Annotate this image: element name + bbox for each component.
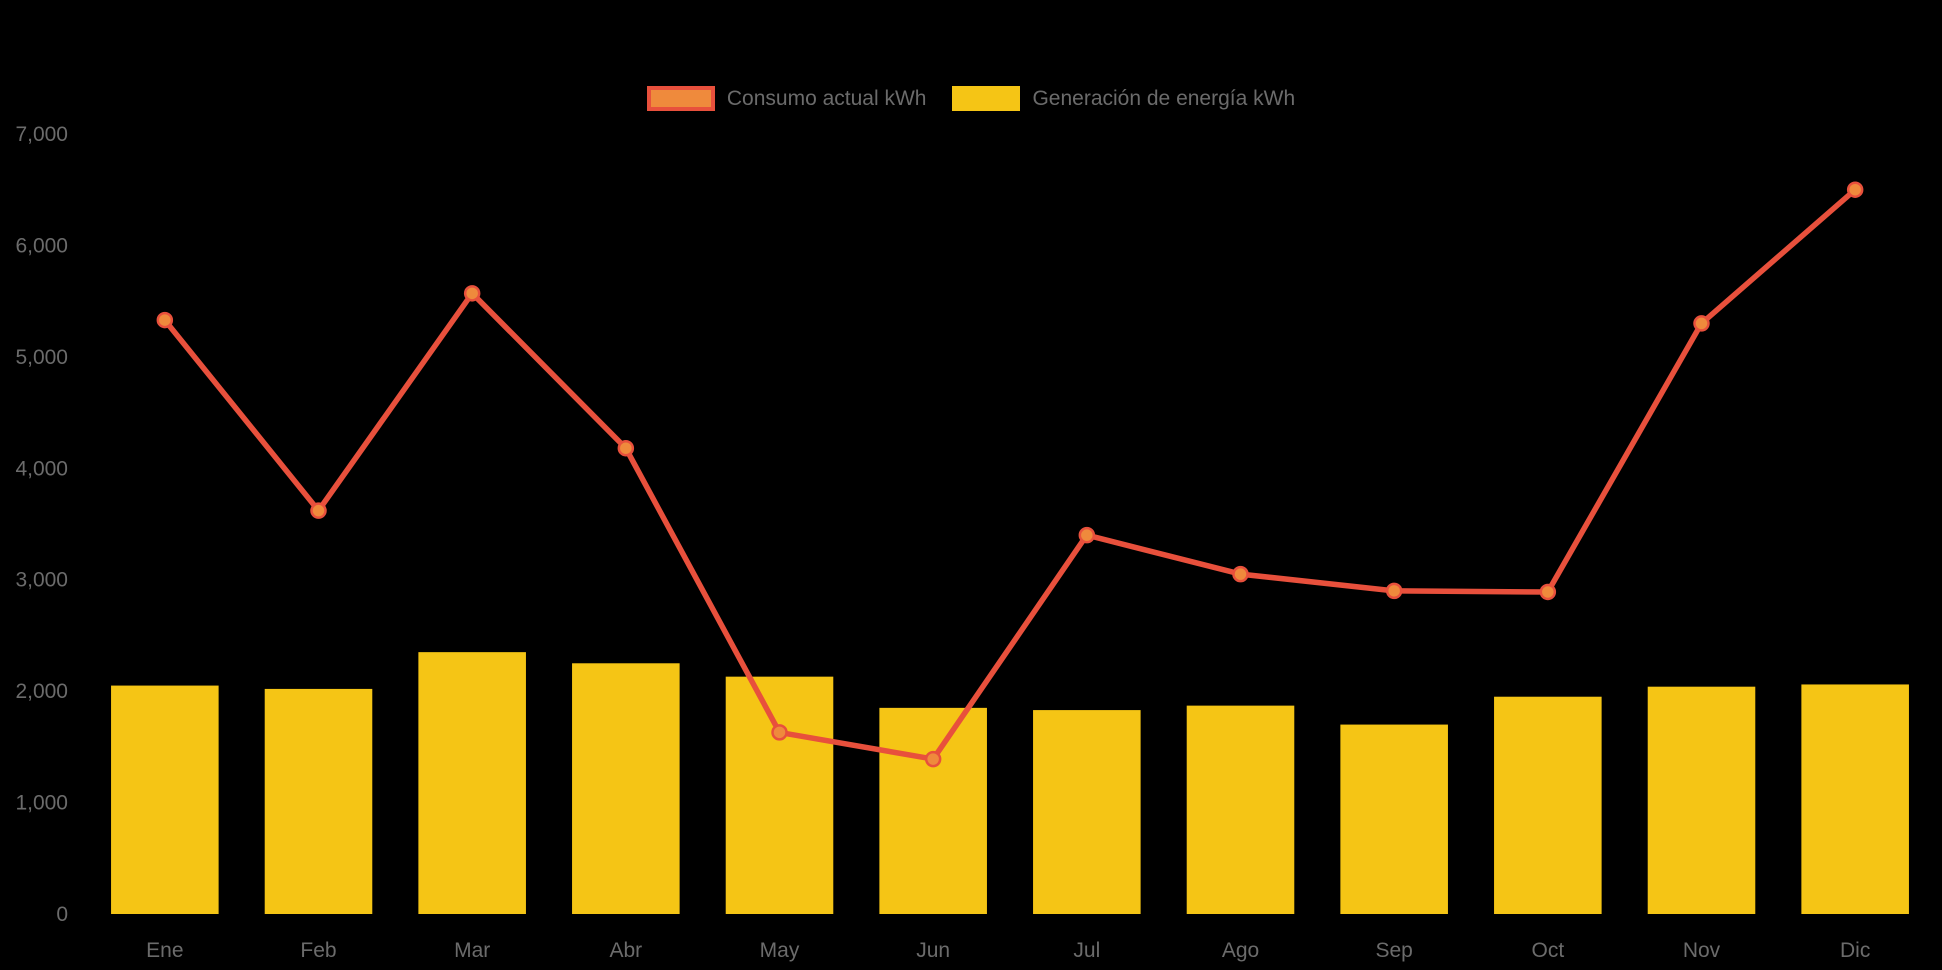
legend-swatch-generacion (952, 86, 1021, 111)
bar-jul[interactable] (1033, 710, 1141, 914)
x-axis-label-sep: Sep (1375, 939, 1412, 962)
bar-jun[interactable] (879, 707, 987, 914)
line-point-dic[interactable] (1846, 181, 1864, 198)
x-axis-label-abr: Abr (609, 939, 642, 962)
chart-legend: Consumo actual kWh Generación de energía… (0, 86, 1942, 111)
x-axis-label-nov: Nov (1683, 939, 1721, 962)
y-axis-label: 6,000 (15, 234, 68, 257)
bar-ene[interactable] (111, 685, 219, 914)
y-axis-label: 7,000 (15, 123, 68, 146)
bar-nov[interactable] (1647, 686, 1756, 914)
x-axis-label-jun: Jun (916, 939, 950, 962)
line-point-feb[interactable] (310, 502, 327, 519)
bar-dic[interactable] (1801, 684, 1909, 914)
line-point-ene[interactable] (156, 311, 174, 329)
bar-sep[interactable] (1340, 724, 1448, 914)
line-point-ago[interactable] (1232, 565, 1249, 583)
x-axis-label-ago: Ago (1222, 939, 1259, 962)
legend-label-generacion: Generación de energía kWh (1032, 87, 1296, 110)
bar-ago[interactable] (1186, 705, 1295, 914)
x-axis-label-dic: Dic (1840, 939, 1870, 962)
line-point-abr[interactable] (617, 439, 635, 457)
x-axis-label-feb: Feb (300, 939, 336, 962)
x-axis-label-jul: Jul (1073, 939, 1100, 962)
line-point-jul[interactable] (1078, 526, 1096, 544)
line-point-may[interactable] (771, 724, 788, 741)
y-axis-label: 0 (56, 903, 68, 926)
legend-swatch-consumo (646, 86, 715, 111)
line-point-nov[interactable] (1693, 315, 1710, 332)
line-point-mar[interactable] (463, 285, 481, 302)
bar-abr[interactable] (572, 663, 680, 914)
bar-mar[interactable] (418, 652, 526, 914)
y-axis-label: 2,000 (15, 680, 68, 703)
legend-label-consumo: Consumo actual kWh (726, 87, 927, 110)
consumption-line (162, 186, 1858, 762)
bar-feb[interactable] (264, 688, 373, 914)
y-axis-label: 3,000 (15, 569, 68, 592)
y-axis-label: 1,000 (15, 792, 68, 815)
line-point-oct[interactable] (1539, 583, 1557, 601)
x-axis-label-mar: Mar (454, 939, 490, 962)
line-point-sep[interactable] (1385, 582, 1403, 600)
line-point-jun[interactable] (924, 750, 942, 768)
bar-oct[interactable] (1494, 696, 1602, 914)
bar-may[interactable] (725, 676, 834, 914)
x-axis-label-ene: Ene (146, 939, 183, 962)
x-axis-label-may: May (760, 939, 800, 962)
legend-item-generacion[interactable]: Generación de energía kWh (952, 86, 1295, 111)
legend-item-consumo[interactable]: Consumo actual kWh (646, 86, 927, 111)
x-axis-label-oct: Oct (1531, 939, 1564, 962)
y-axis-label: 4,000 (15, 457, 68, 480)
y-axis-label: 5,000 (15, 346, 68, 369)
